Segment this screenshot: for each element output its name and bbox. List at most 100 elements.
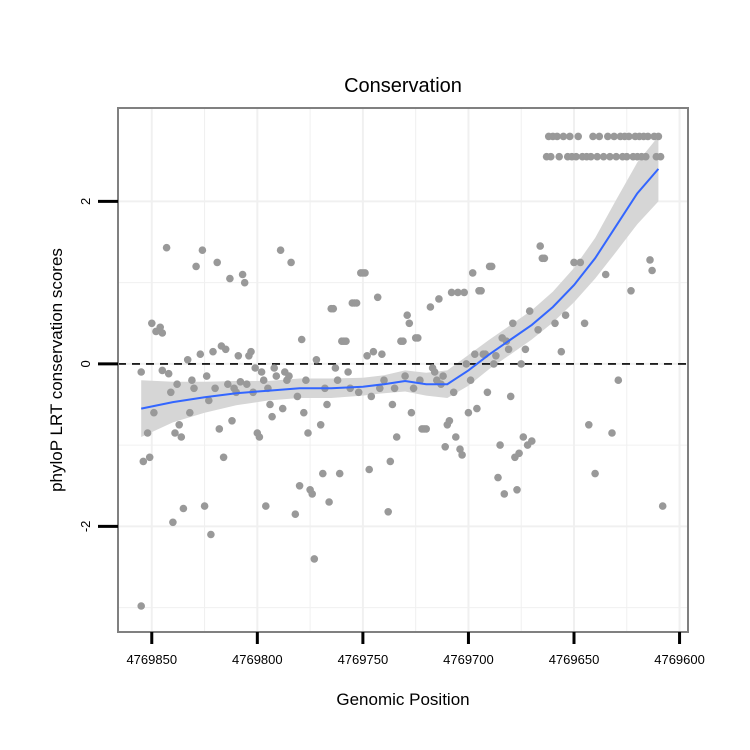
data-point: [403, 311, 412, 320]
data-point: [559, 132, 568, 141]
data-point: [325, 498, 333, 506]
x-axis-title: Genomic Position: [336, 690, 469, 709]
data-point: [392, 433, 401, 441]
data-point: [226, 274, 234, 283]
data-point: [593, 152, 601, 161]
y-axis-title: phyloP LRT conservation scores: [47, 248, 66, 492]
data-point: [580, 319, 589, 328]
data-point: [483, 388, 492, 397]
data-point: [352, 299, 361, 307]
data-point: [430, 368, 439, 376]
x-tick-label: 4769650: [549, 652, 600, 667]
data-point: [139, 457, 148, 466]
y-tick-label: -2: [78, 521, 93, 533]
data-point: [447, 288, 456, 297]
x-tick-label: 4769600: [654, 652, 705, 667]
data-point: [365, 465, 374, 474]
data-point: [422, 425, 431, 433]
data-point: [435, 295, 443, 303]
data-point: [380, 376, 388, 385]
ribbon-band: [141, 136, 659, 437]
data-point: [561, 311, 570, 320]
data-point: [648, 266, 656, 275]
data-point: [243, 380, 251, 389]
data-point: [344, 368, 352, 376]
data-point: [308, 490, 317, 498]
data-point: [456, 445, 464, 454]
data-point: [525, 307, 534, 315]
data-point: [477, 287, 485, 295]
data-point: [519, 433, 528, 441]
data-point: [496, 441, 504, 449]
data-point: [156, 323, 164, 332]
data-point: [595, 132, 604, 141]
data-point: [221, 345, 230, 354]
data-point: [604, 132, 612, 141]
data-point: [137, 368, 145, 376]
data-point: [500, 490, 509, 498]
data-point: [167, 388, 175, 397]
x-axis: 4769850 4769800 4769750 4769700 4769650 47696…: [126, 632, 705, 667]
data-point: [162, 243, 171, 252]
data-point: [173, 380, 181, 389]
data-point: [333, 376, 342, 385]
data-point: [137, 602, 145, 610]
data-point: [606, 152, 614, 161]
data-point: [259, 376, 268, 385]
data-point: [145, 453, 154, 462]
data-point: [610, 132, 618, 141]
data-point: [623, 152, 631, 161]
data-point: [585, 421, 593, 429]
data-point: [369, 347, 378, 356]
data-point: [323, 400, 331, 409]
data-point: [262, 502, 270, 510]
data-point: [445, 417, 454, 425]
data-point: [601, 270, 610, 279]
data-point: [388, 400, 397, 409]
data-point: [234, 352, 243, 360]
data-point: [462, 360, 471, 368]
data-point: [240, 278, 249, 287]
data-point: [219, 453, 228, 462]
data-point: [192, 262, 200, 271]
data-point: [171, 429, 179, 437]
data-point: [570, 258, 578, 267]
data-point: [576, 258, 585, 267]
data-point: [515, 449, 523, 458]
data-point: [177, 433, 186, 441]
data-point: [251, 364, 259, 372]
data-point: [473, 404, 481, 413]
data-point: [158, 366, 167, 375]
grid: [118, 108, 688, 632]
smooth-curve: [140, 168, 660, 410]
data-point: [278, 404, 287, 413]
data-point: [587, 152, 595, 161]
data-point: [205, 396, 213, 405]
data-point: [331, 364, 340, 372]
data-point: [304, 429, 312, 437]
data-point: [215, 425, 224, 433]
data-point: [614, 376, 623, 385]
data-point: [179, 504, 188, 513]
chart-title: Conservation: [344, 75, 462, 97]
data-point: [148, 319, 156, 328]
data-point: [363, 352, 371, 360]
data-point: [276, 246, 285, 254]
data-point: [213, 258, 221, 267]
data-point: [589, 132, 597, 141]
data-point: [407, 408, 416, 417]
data-point: [175, 421, 183, 429]
data-point: [591, 469, 599, 478]
data-point: [492, 352, 500, 360]
smooth-line: [140, 168, 660, 410]
y-tick-label: 2: [78, 198, 93, 205]
data-point: [270, 364, 279, 372]
data-point: [409, 384, 418, 393]
data-point: [658, 502, 667, 510]
data-point: [158, 329, 167, 337]
data-point: [285, 372, 293, 380]
data-point: [458, 451, 466, 459]
data-point: [513, 486, 521, 494]
data-point: [536, 242, 544, 250]
